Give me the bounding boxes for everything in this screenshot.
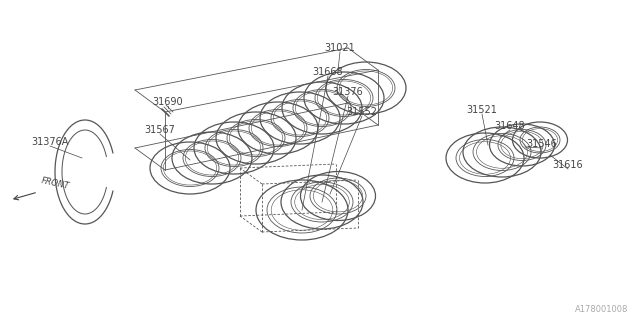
Text: 31668: 31668 bbox=[313, 67, 343, 77]
Text: 31521: 31521 bbox=[467, 105, 497, 115]
Text: 31648: 31648 bbox=[495, 121, 525, 131]
Text: 31546: 31546 bbox=[527, 139, 557, 149]
Text: 31567: 31567 bbox=[145, 125, 175, 135]
Text: A178001008: A178001008 bbox=[575, 305, 628, 314]
Text: 31552: 31552 bbox=[346, 107, 378, 117]
Text: 31616: 31616 bbox=[553, 160, 583, 170]
Text: 31376A: 31376A bbox=[31, 137, 68, 147]
Text: 31376: 31376 bbox=[333, 87, 364, 97]
Text: 31021: 31021 bbox=[324, 43, 355, 53]
Text: 31690: 31690 bbox=[153, 97, 183, 107]
Text: FRONT: FRONT bbox=[40, 176, 70, 191]
